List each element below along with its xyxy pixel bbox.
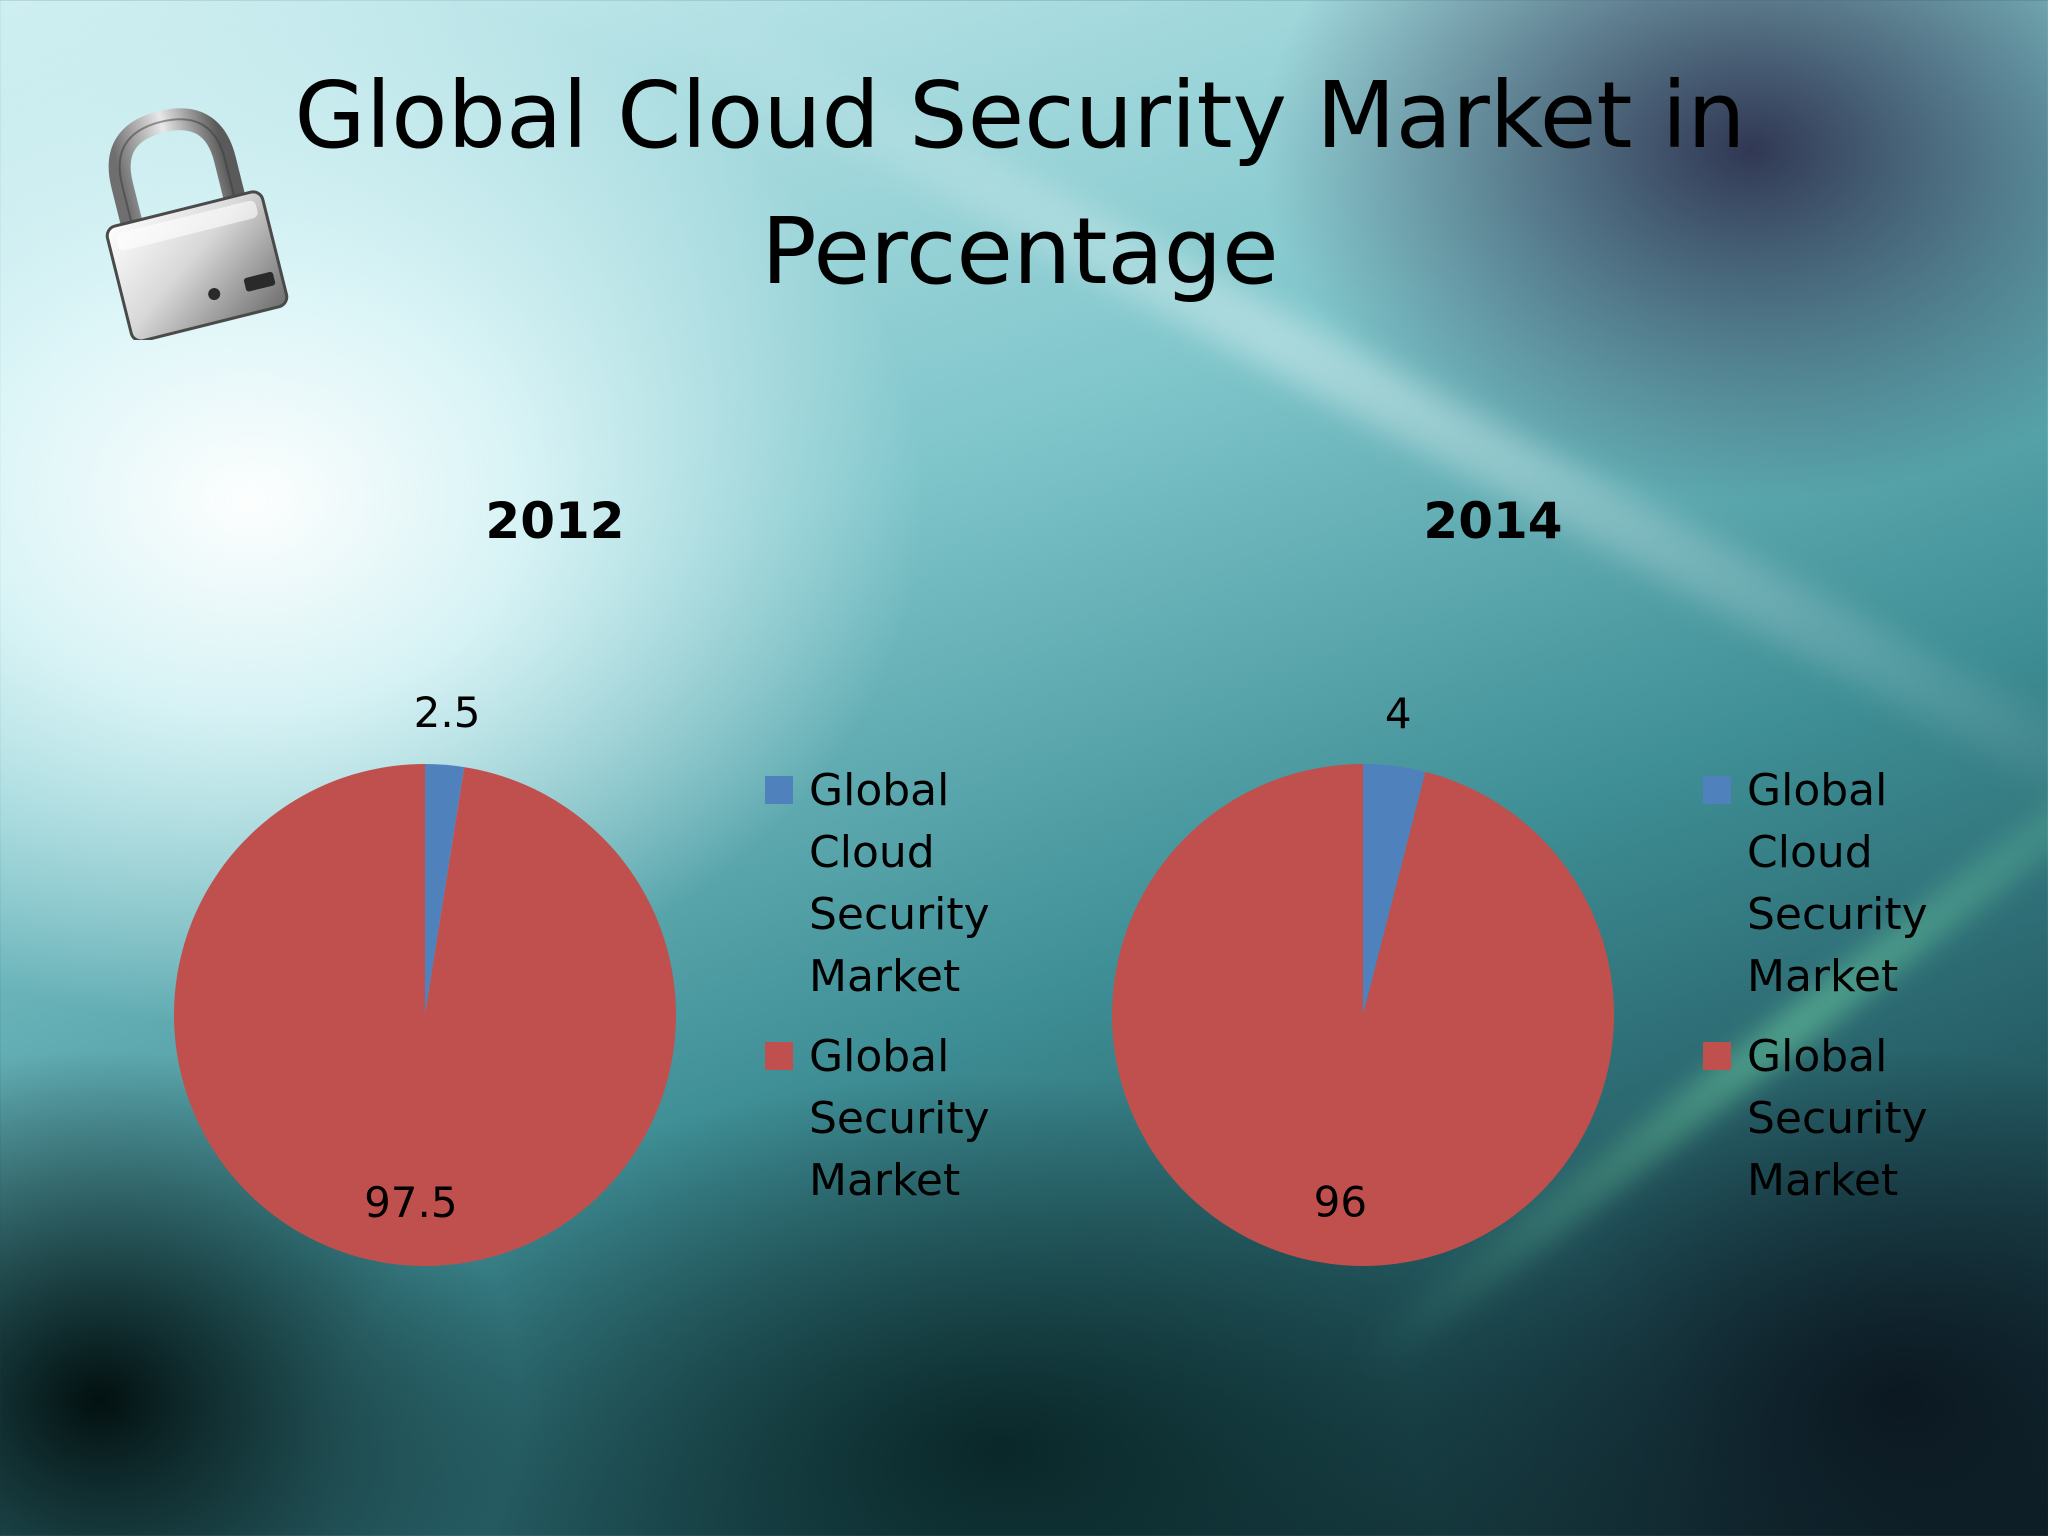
padlock-icon bbox=[105, 108, 289, 340]
pie-chart-canvas: 4 96 bbox=[1112, 689, 1614, 1266]
pie-chart-2012: 2012 2.5 97.5 Global Cloud Security Marke… bbox=[150, 470, 1150, 1350]
legend-swatch bbox=[1703, 1042, 1731, 1070]
pie-slice-security bbox=[173, 764, 676, 1266]
pie-data-label: 97.5 bbox=[364, 1178, 458, 1227]
legend-swatch bbox=[765, 1042, 793, 1070]
pie-slice-cloud-security bbox=[1363, 764, 1426, 1015]
chart-legend: Global Cloud Security Market Global Secu… bbox=[765, 760, 1029, 1230]
pie-chart-canvas: 2.5 97.5 bbox=[173, 688, 676, 1266]
chart-legend: Global Cloud Security Market Global Secu… bbox=[1703, 760, 1967, 1230]
slide-title: Global Cloud Security Market in Percenta… bbox=[294, 62, 1746, 305]
legend-item-security: Global Security Market bbox=[765, 1026, 1029, 1212]
pie-slice-cloud-security bbox=[425, 764, 465, 1015]
legend-swatch bbox=[1703, 776, 1731, 804]
legend-label: Global Security Market bbox=[1747, 1031, 1928, 1206]
legend-label: Global Cloud Security Market bbox=[1747, 765, 1928, 1002]
legend-item-cloud-security: Global Cloud Security Market bbox=[1703, 760, 1967, 1008]
legend-label: Global Security Market bbox=[809, 1031, 990, 1206]
legend-item-cloud-security: Global Cloud Security Market bbox=[765, 760, 1029, 1008]
legend-item-security: Global Security Market bbox=[1703, 1026, 1967, 1212]
legend-label: Global Cloud Security Market bbox=[809, 765, 990, 1002]
chart-title: 2014 bbox=[1423, 492, 1563, 550]
legend-swatch bbox=[765, 776, 793, 804]
chart-title: 2012 bbox=[485, 492, 625, 550]
pie-data-label: 96 bbox=[1314, 1177, 1367, 1226]
pie-data-label: 2.5 bbox=[414, 688, 481, 737]
pie-slice-security bbox=[1112, 764, 1614, 1266]
pie-chart-2014: 2014 4 96 Global Cloud Security Market Gl… bbox=[1088, 470, 2048, 1350]
pie-data-label: 4 bbox=[1385, 689, 1412, 738]
